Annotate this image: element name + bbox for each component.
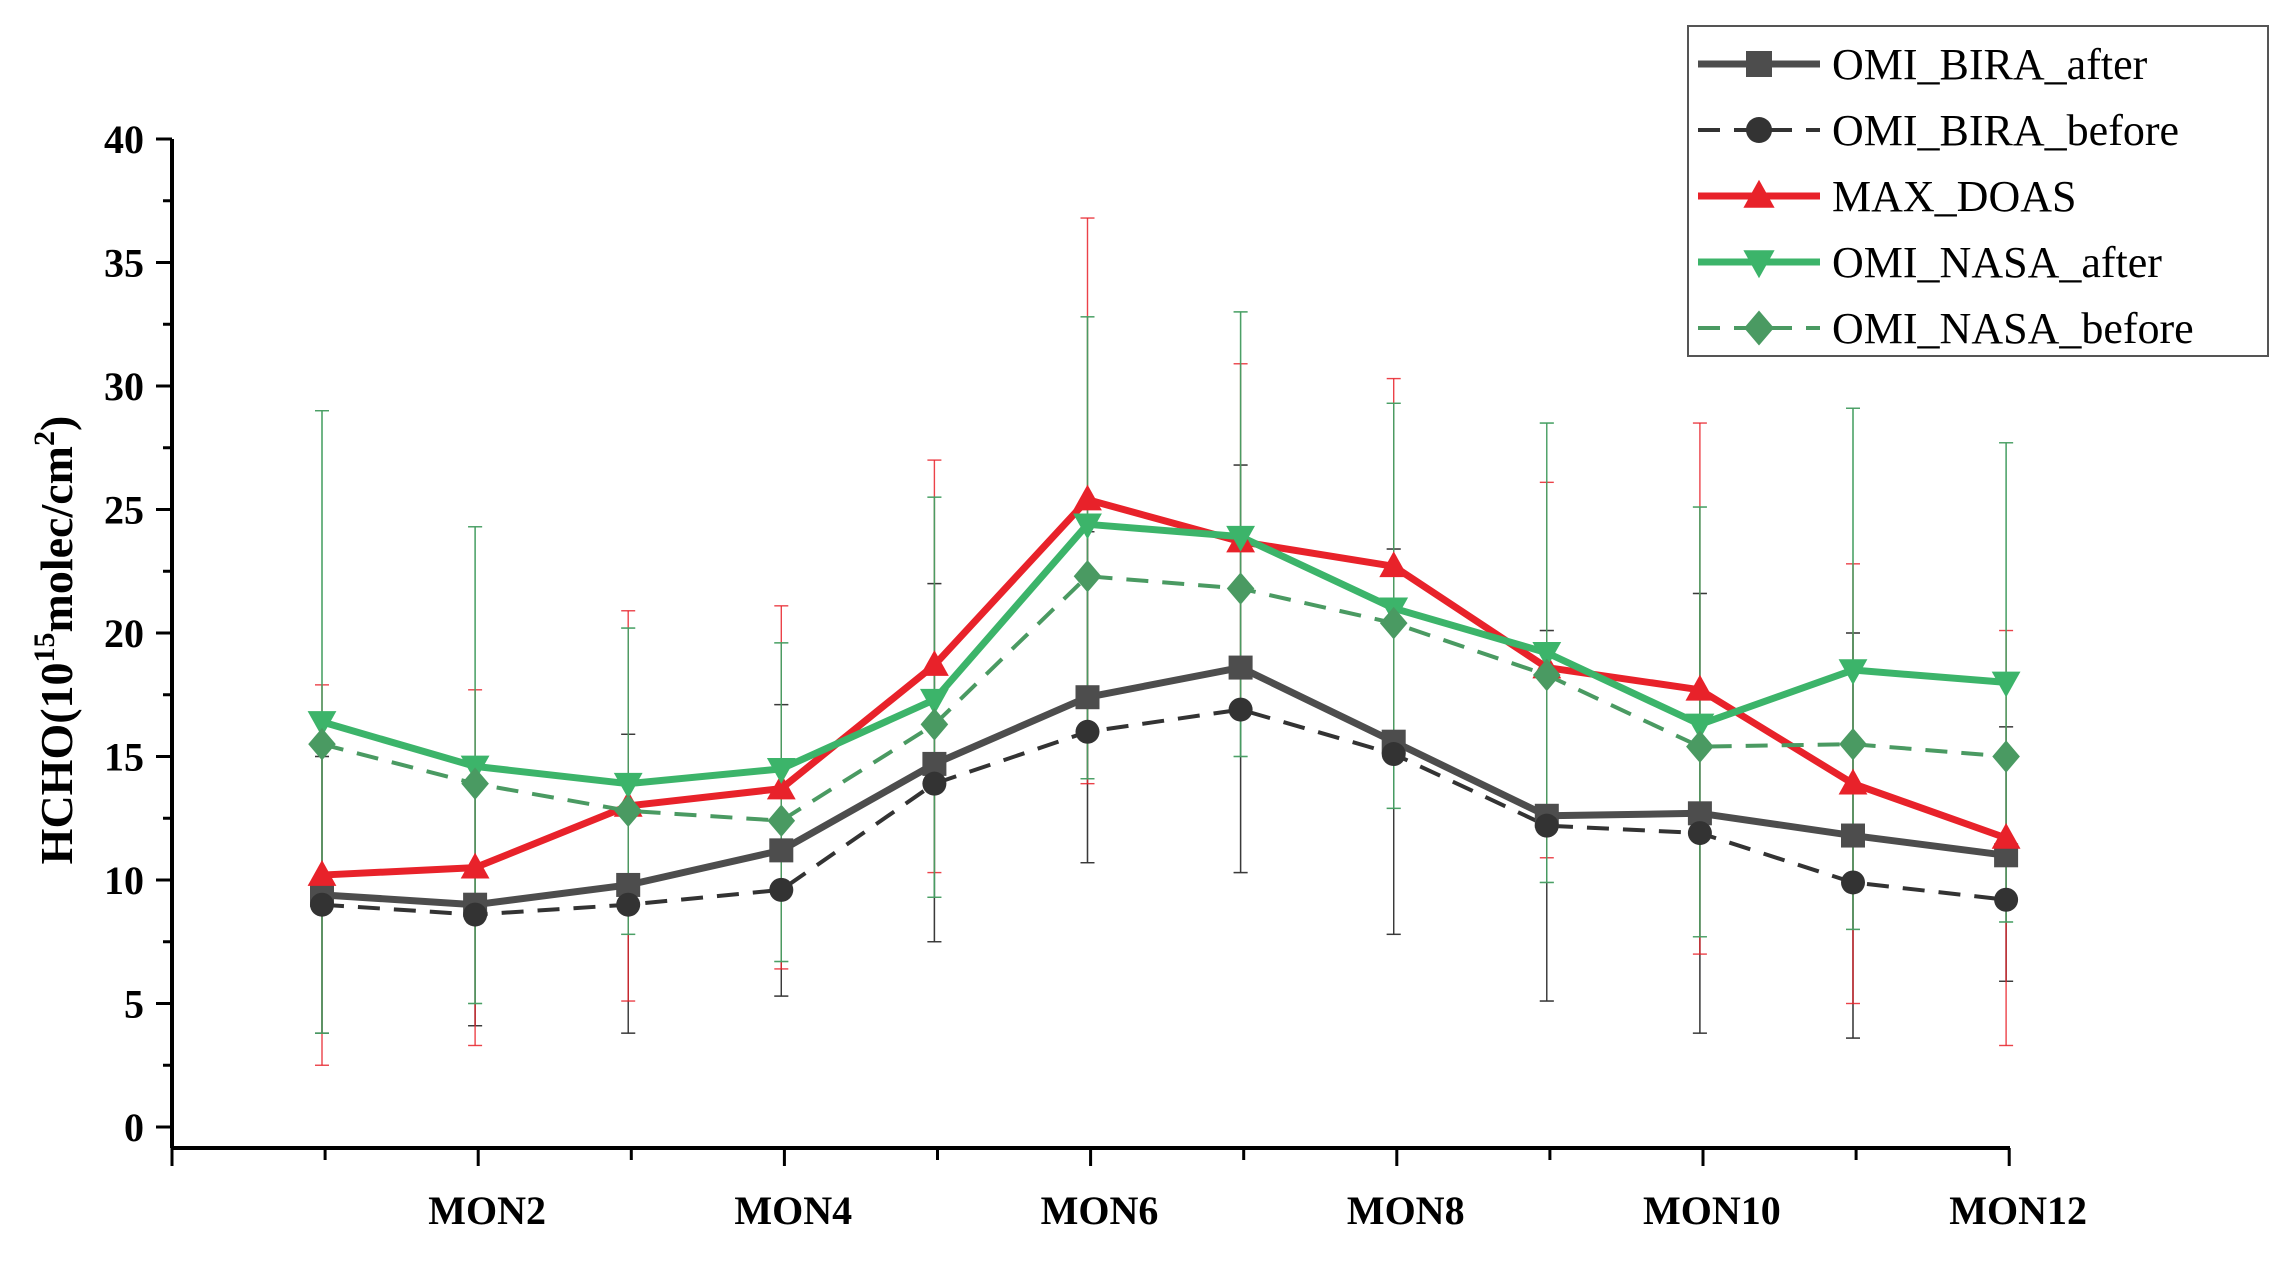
y-tick-label-35: 35: [104, 241, 144, 286]
legend-marker-OMI_BIRA_before: [1746, 117, 1772, 143]
y-axis-title: HCHO(1015molec/cm2): [28, 416, 82, 865]
data-point-OMI_NASA_before-6: [1073, 559, 1102, 593]
series-line-OMI_BIRA_before: [321, 707, 2007, 917]
legend-marker-MAX_DOAS: [1743, 179, 1775, 208]
data-point-OMI_NASA_after-5: [920, 688, 949, 715]
data-point-OMI_BIRA_before-10: [1687, 821, 1712, 846]
data-point-MAX_DOAS-10: [1685, 674, 1715, 701]
y-tick-label-25: 25: [104, 488, 144, 533]
legend-marker-OMI_BIRA_after: [1746, 51, 1772, 77]
legend-marker-OMI_NASA_after: [1743, 250, 1775, 279]
data-point-OMI_NASA_before-10: [1686, 730, 1714, 763]
data-point-OMI_NASA_before-11: [1839, 727, 1867, 761]
data-point-OMI_BIRA_before-4: [769, 877, 794, 902]
series-line-OMI_NASA_after: [321, 520, 2007, 788]
data-point-OMI_NASA_before-7: [1226, 572, 1255, 605]
series-line-OMI_BIRA_after: [321, 664, 2007, 909]
data-point-OMI_NASA_after-9: [1532, 641, 1562, 668]
data-point-OMI_BIRA_before-7: [1228, 697, 1253, 722]
data-point-MAX_DOAS-8: [1379, 551, 1409, 578]
y-tick-label-20: 20: [104, 611, 144, 656]
data-point-OMI_NASA_before-1: [308, 727, 336, 761]
data-point-MAX_DOAS-4: [766, 773, 796, 800]
data-point-OMI_NASA_before-4: [767, 804, 796, 837]
series-lines-layer: [321, 496, 2008, 917]
data-point-OMI_BIRA_after-7: [1228, 655, 1253, 680]
data-point-OMI_BIRA_before-5: [922, 771, 947, 796]
y-axis-title-exponent: 15: [28, 632, 61, 662]
data-point-OMI_BIRA_after-11: [1841, 823, 1865, 848]
x-tick-label-MON6: MON6: [1041, 1188, 1159, 1233]
axes-layer: 0 5 10 15 20 25 30 35 40 MON2 MON4 MON6 MON8 MON10 MON…: [104, 117, 2087, 1233]
data-point-OMI_BIRA_before-9: [1534, 813, 1559, 838]
data-point-OMI_NASA_before-3: [614, 794, 642, 828]
data-point-OMI_NASA_after-10: [1685, 713, 1715, 740]
legend-label-OMI_BIRA_before: OMI_BIRA_before: [1832, 106, 2179, 155]
legend-label-OMI_NASA_after: OMI_NASA_after: [1832, 238, 2162, 287]
series-markers-layer: [307, 484, 2021, 927]
data-point-MAX_DOAS-5: [920, 650, 949, 676]
data-point-MAX_DOAS-6: [1073, 484, 1102, 511]
legend-label-OMI_NASA_before: OMI_NASA_before: [1832, 304, 2194, 353]
data-point-OMI_NASA_before-8: [1379, 606, 1408, 640]
data-point-OMI_BIRA_before-6: [1075, 719, 1100, 744]
x-tick-label-MON10: MON10: [1643, 1188, 1781, 1233]
legend-box: [1687, 25, 2269, 357]
y-tick-label-15: 15: [104, 735, 144, 780]
data-point-OMI_BIRA_before-8: [1381, 742, 1406, 767]
data-point-MAX_DOAS-2: [460, 852, 490, 879]
x-tick-label-MON2: MON2: [428, 1188, 546, 1233]
data-point-OMI_NASA_before-12: [1992, 740, 2020, 773]
data-point-OMI_BIRA_after-4: [769, 838, 794, 863]
x-tick-label-MON4: MON4: [734, 1188, 852, 1233]
data-point-MAX_DOAS-11: [1838, 768, 1868, 795]
x-tick-label-MON8: MON8: [1347, 1188, 1465, 1233]
legend-label-MAX_DOAS: MAX_DOAS: [1832, 172, 2076, 221]
legend-marker-OMI_NASA_before: [1744, 310, 1774, 346]
y-axis-title-unit-exponent: 2: [28, 431, 61, 446]
data-point-OMI_NASA_after-11: [1838, 659, 1868, 686]
data-point-OMI_BIRA_before-3: [616, 892, 641, 917]
data-point-OMI_NASA_after-4: [766, 758, 796, 784]
y-tick-label-0: 0: [124, 1105, 144, 1150]
data-point-OMI_NASA_after-7: [1226, 525, 1255, 552]
y-tick-label-10: 10: [104, 858, 144, 903]
data-point-OMI_NASA_before-2: [461, 767, 489, 800]
data-point-OMI_BIRA_before-1: [310, 892, 334, 917]
y-axis-title-suffix: ): [31, 416, 82, 431]
data-point-OMI_BIRA_before-2: [463, 902, 488, 927]
data-point-OMI_NASA_before-9: [1533, 658, 1561, 692]
y-axis-title-prefix: HCHO(10: [31, 662, 82, 864]
data-point-OMI_BIRA_before-12: [1994, 887, 2019, 912]
data-point-OMI_NASA_after-1: [307, 711, 337, 737]
data-point-OMI_NASA_before-5: [920, 708, 949, 741]
y-tick-label-30: 30: [104, 364, 144, 409]
data-point-OMI_NASA_after-12: [1991, 671, 2021, 698]
y-tick-label-5: 5: [124, 982, 144, 1027]
data-point-OMI_NASA_after-6: [1073, 513, 1102, 540]
data-point-MAX_DOAS-1: [307, 860, 337, 886]
data-point-OMI_NASA_after-3: [613, 772, 643, 799]
y-axis-title-unit: molec/cm: [31, 446, 82, 632]
y-tick-label-40: 40: [104, 117, 144, 162]
data-point-OMI_BIRA_after-6: [1075, 685, 1100, 710]
data-point-OMI_BIRA_before-11: [1841, 870, 1865, 895]
x-tick-label-MON12: MON12: [1949, 1188, 2087, 1233]
series-line-OMI_NASA_before: [321, 574, 2007, 823]
legend-label-OMI_BIRA_after: OMI_BIRA_after: [1832, 40, 2148, 89]
series-line-MAX_DOAS: [321, 496, 2008, 879]
legend: OMI_BIRA_after OMI_BIRA_before MAX_DOAS OMI…: [1687, 25, 2269, 357]
data-point-MAX_DOAS-12: [1991, 823, 2021, 849]
